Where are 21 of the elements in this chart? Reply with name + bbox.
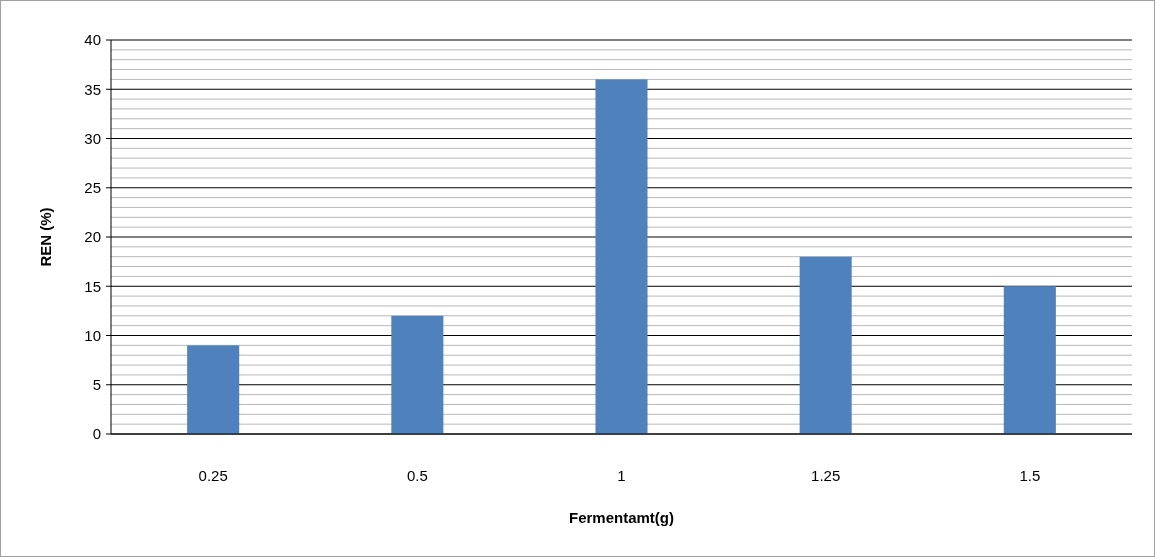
y-tick-label: 35 [84,80,101,98]
y-axis-title: REN (%) [37,207,54,267]
bar [391,315,444,434]
x-tick-label: 0.25 [198,467,228,484]
y-tick-label: 10 [84,326,101,344]
x-tick-label: 1.25 [811,467,841,484]
x-tick-label: 1 [617,467,626,484]
bar [187,345,240,434]
x-tick-label: 0.5 [406,467,428,484]
x-axis-title: Fermentamt(g) [568,509,675,526]
y-tick-label: 15 [84,277,101,295]
bar [1003,286,1056,434]
y-tick-label: 30 [84,129,101,147]
bar [595,79,648,434]
y-tick-label: 20 [84,228,101,246]
y-tick-label: 5 [92,376,101,393]
x-tick-label: 1.5 [1019,467,1041,484]
bar [799,256,852,434]
y-tick-label: 40 [84,31,101,49]
y-tick-label: 0 [92,425,101,443]
y-tick-label: 25 [84,179,101,196]
